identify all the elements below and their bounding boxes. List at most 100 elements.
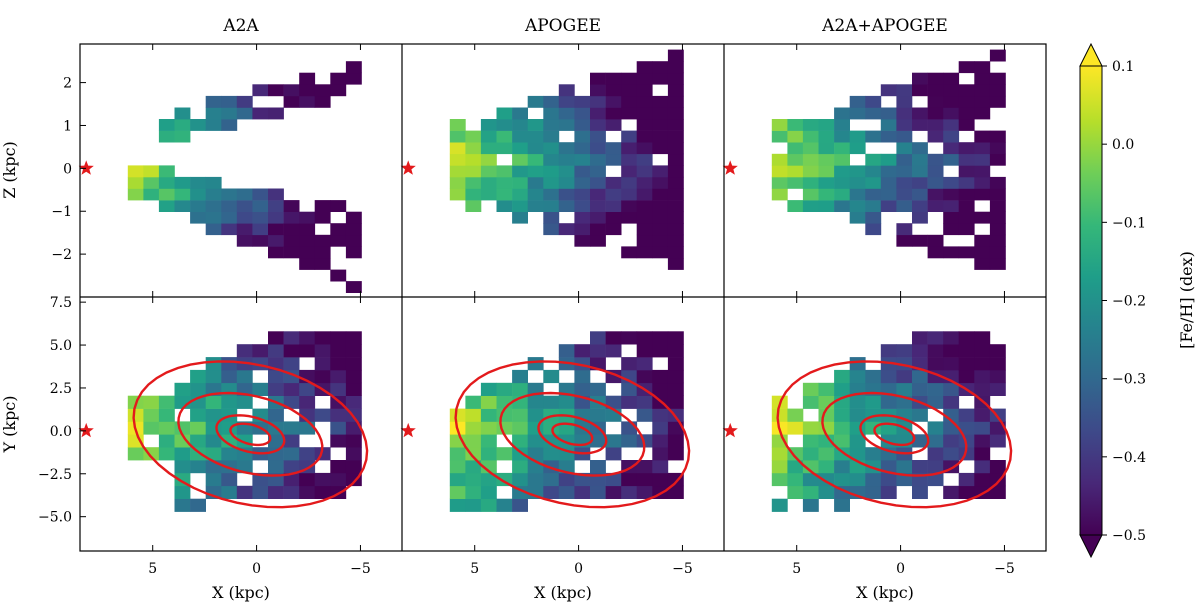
heatmap-cell [205,421,222,435]
heatmap-cell [652,421,669,435]
heatmap-cell [896,369,913,384]
heatmap-cell [174,200,191,212]
heatmap-cell [221,119,238,131]
heatmap-cell [912,165,928,178]
heatmap-cell [158,447,175,461]
heatmap-cell [943,331,960,345]
heatmap-cell [543,165,560,178]
y-axis-label-y: Y (kpc) [0,395,19,453]
heatmap-cell [771,447,788,461]
density-contour [859,414,930,455]
heatmap-cell [927,344,944,358]
heatmap-cell [465,188,482,201]
heatmap-cell [558,153,575,166]
heatmap-cell [314,344,331,358]
heatmap-cell [558,188,575,201]
heatmap-cell [268,447,284,461]
heatmap-cell [236,234,253,247]
heatmap-cell [283,460,300,474]
heatmap-cell [221,369,238,384]
heatmap-cell [880,485,897,499]
heatmap-cell [449,447,466,461]
heatmap-cell [605,95,622,108]
heatmap-cell [652,434,669,448]
heatmap-cell [590,211,606,224]
heatmap-cell [283,234,300,247]
heatmap-cell [818,447,835,461]
heatmap-cell [896,119,913,131]
heatmap-cell [527,408,544,422]
heatmap-cell [652,344,669,358]
heatmap-cell [636,72,653,85]
heatmap-cell [236,369,253,384]
heatmap-cell [636,165,653,178]
heatmap-cell [605,176,622,189]
heatmap-cell [834,498,850,512]
heatmap-cell [330,369,347,384]
heatmap-cell [912,119,928,131]
heatmap-cell [190,369,206,384]
heatmap-cell [802,395,819,409]
heatmap-cell [849,176,866,189]
heatmap-cell [974,142,991,155]
heatmap-cell [636,357,653,371]
heatmap-cell [330,382,347,396]
heatmap-cell [652,331,669,345]
heatmap-cell [621,95,638,108]
heatmap-cell [314,472,331,487]
sun-position-marker [78,160,94,175]
heatmap-cell [667,357,684,371]
heatmap-cell [345,434,362,448]
heatmap-cell [236,107,253,120]
heatmap-cell [943,211,960,224]
heatmap-cell [912,176,928,189]
colorbar: 0.1 0.0 −0.1 −0.2 −0.3 −0.4 −0.5 [Fe/H] (dex) [1079,42,1196,559]
heatmap-cell [205,472,222,487]
heatmap-cell [480,395,497,409]
heatmap-cell [221,472,238,487]
heatmap-cell [667,130,684,143]
heatmap-cell [314,211,331,224]
heatmap-cell [268,369,284,384]
heatmap-cell [268,460,284,474]
heatmap-cell [527,472,544,487]
heatmap-cell [865,447,882,461]
heatmap-cell [590,84,606,97]
heatmap-cell [174,498,191,512]
colorbar-tick-label: 0.0 [1112,137,1134,153]
heatmap-cell [558,95,575,108]
heatmap-cell [652,95,669,108]
heatmap-cell [927,246,944,259]
heatmap-cell [621,153,638,166]
heatmap-cell [652,107,669,120]
heatmap-cell [652,61,669,74]
heatmap-cell [974,72,991,85]
heatmap-cell [652,472,669,487]
heatmap-cell [896,130,913,143]
heatmap-cell [958,188,975,201]
heatmap-cell [512,460,528,474]
heatmap-cell [636,223,653,236]
heatmap-cell [543,395,560,409]
heatmap-cell [283,223,300,236]
heatmap-cell [958,119,975,131]
heatmap-cell [880,200,897,212]
heatmap-cell [574,130,591,143]
heatmap-cell [802,142,819,155]
heatmap-cell [958,84,975,97]
heatmap-cell [543,211,560,224]
heatmap-cell [667,84,684,97]
sun-position-marker [400,422,416,438]
heatmap-cell [667,382,684,396]
heatmap-cell [558,344,575,358]
y-tick-label: 1 [63,118,72,134]
heatmap-cell [174,188,191,201]
heatmap-cell [771,153,788,166]
heatmap-cell [880,395,897,409]
heatmap-cell [927,84,944,97]
heatmap-cell [652,447,669,461]
heatmap-cell [621,395,638,409]
heatmap-cell [299,447,316,461]
heatmap-cell [480,421,497,435]
heatmap-cell [465,165,482,178]
